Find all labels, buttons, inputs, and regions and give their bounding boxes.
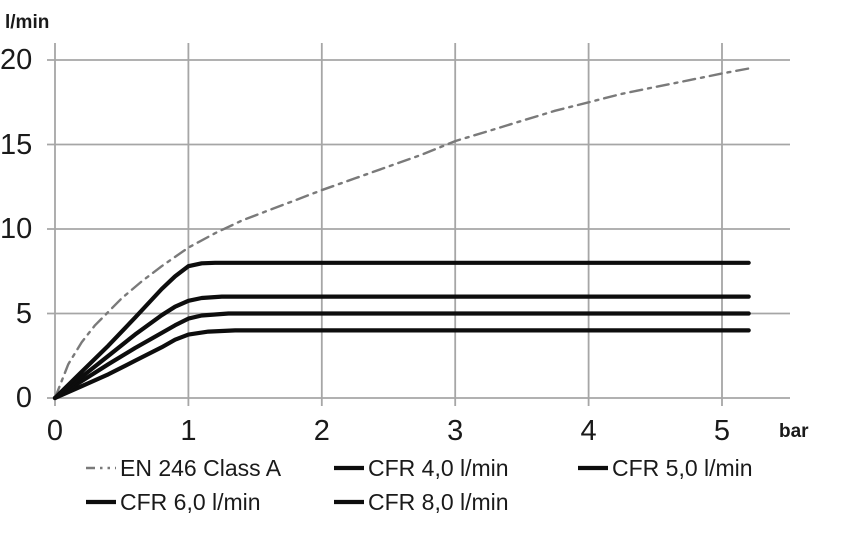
legend-label: CFR 5,0 l/min	[612, 454, 753, 481]
solid-line-icon	[333, 498, 365, 506]
legend-item: CFR 8,0 l/min	[333, 489, 509, 515]
legend-label: CFR 4,0 l/min	[368, 454, 509, 481]
series-line-cfr-5-0-l-min	[52, 311, 751, 401]
dash-dot-line-icon	[85, 464, 117, 472]
legend-item: EN 246 Class A	[85, 455, 281, 481]
solid-line-icon	[577, 464, 609, 472]
legend-item: CFR 6,0 l/min	[85, 489, 261, 515]
series-line-cfr-6-0-l-min	[52, 294, 751, 401]
series-line-cfr-4-0-l-min	[52, 328, 751, 401]
solid-line-icon	[333, 464, 365, 472]
y-tick-label: 0	[15, 382, 32, 414]
x-axis-unit-label: bar	[779, 421, 809, 442]
series-line-en-246-class-a	[53, 67, 750, 400]
y-tick-label: 5	[15, 297, 32, 330]
solid-line-icon	[85, 498, 117, 506]
x-tick-label: 2	[313, 415, 330, 447]
y-tick-label: 10	[0, 213, 33, 245]
legend-label: CFR 8,0 l/min	[368, 488, 509, 515]
legend-label: EN 246 Class A	[120, 454, 282, 481]
y-tick-label: 15	[0, 128, 33, 161]
y-axis-unit-label: l/min	[5, 12, 50, 33]
x-tick-label: 1	[180, 415, 197, 447]
x-tick-label: 0	[46, 415, 64, 447]
legend-item: CFR 4,0 l/min	[333, 455, 509, 481]
x-tick-label: 4	[580, 415, 597, 447]
legend-item: CFR 5,0 l/min	[577, 455, 753, 481]
y-tick-label: 20	[0, 44, 33, 76]
x-tick-label: 5	[713, 415, 731, 447]
series-line-cfr-8-0-l-min	[52, 260, 751, 401]
legend-label: CFR 6,0 l/min	[120, 488, 261, 515]
x-tick-label: 3	[447, 415, 464, 447]
